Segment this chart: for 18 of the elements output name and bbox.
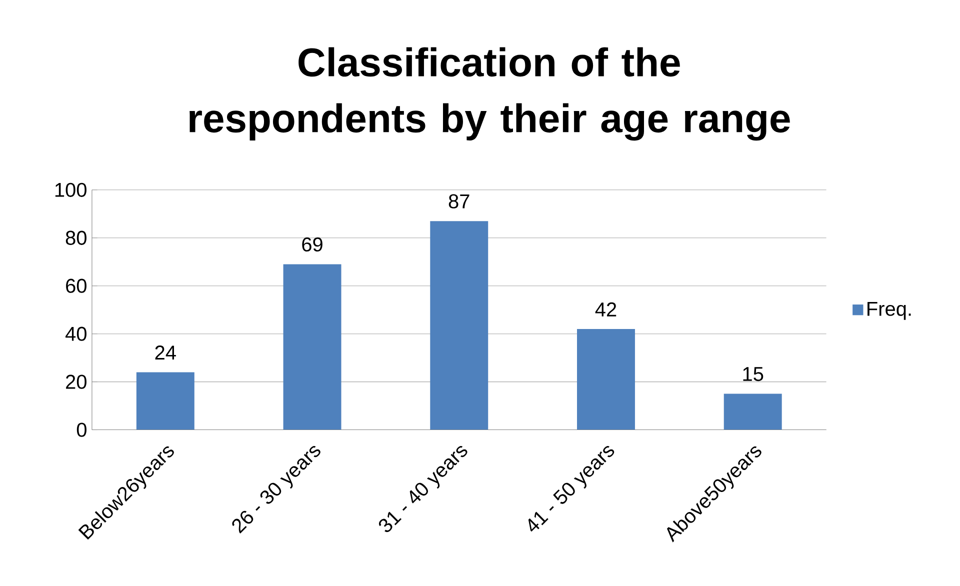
bar [136,372,194,430]
data-label: 87 [448,194,470,209]
y-tick-label: 20 [66,374,86,390]
data-label: 24 [155,346,176,360]
chart-title: Classification of the respondents by their age range [190,47,790,141]
bar [430,221,488,430]
y-tick-label: 80 [66,230,86,246]
data-label: 15 [743,367,764,382]
legend-label: Freq. [868,302,911,320]
bar [577,329,635,430]
y-tick-label: 60 [66,278,86,294]
bar [283,264,342,430]
y-tick-label: 0 [76,422,86,438]
y-tick-label: 40 [65,326,86,342]
y-tick-label: 100 [55,182,86,198]
data-label: 69 [302,238,322,252]
bar [724,394,782,430]
data-label: 42 [595,302,616,316]
